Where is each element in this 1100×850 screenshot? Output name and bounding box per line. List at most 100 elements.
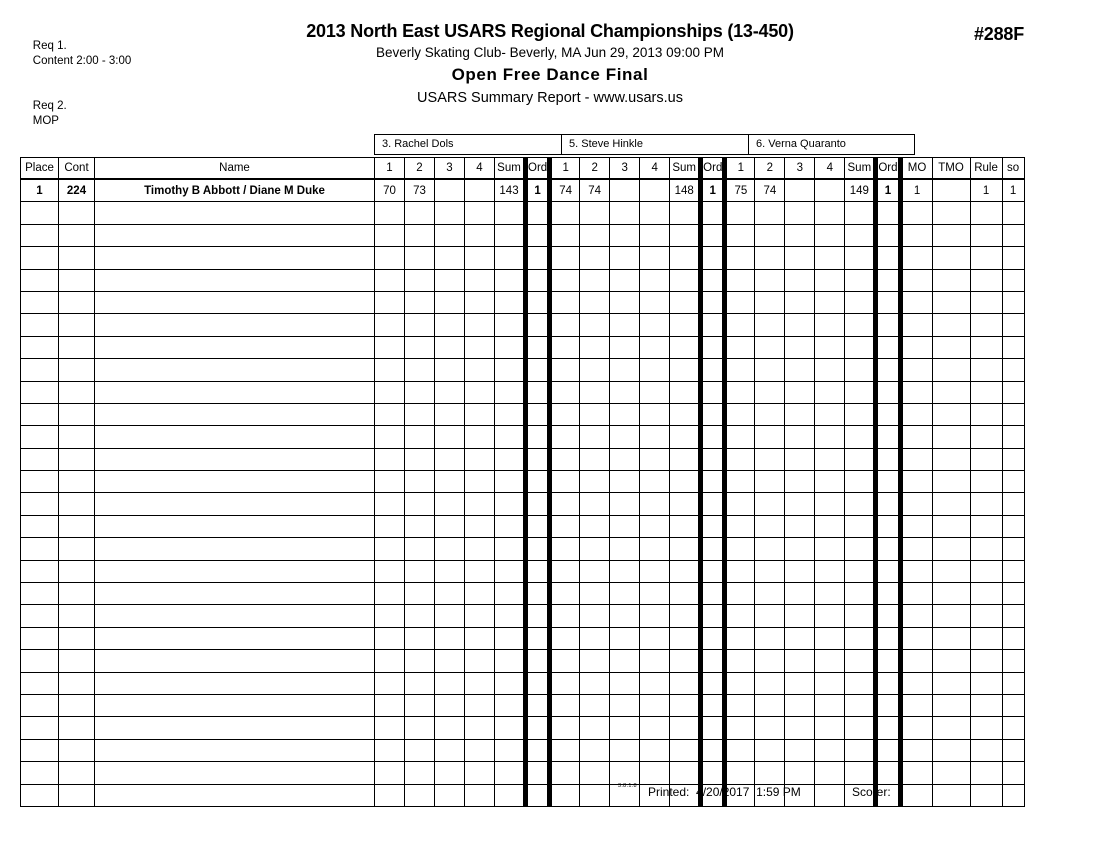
cell-j3-s4 bbox=[814, 178, 846, 203]
cell-j3-ord bbox=[873, 537, 903, 561]
cell-rule bbox=[969, 559, 1003, 584]
table-row[interactable] bbox=[20, 470, 1025, 494]
cell-j1-s3 bbox=[434, 223, 465, 248]
cell-j3-ord bbox=[873, 671, 903, 695]
cell-j1-s3 bbox=[434, 716, 465, 740]
cell-j1-s3 bbox=[434, 313, 465, 337]
cell-name bbox=[94, 537, 375, 561]
col-header-name: Name bbox=[94, 157, 375, 180]
cell-j3-sum bbox=[844, 559, 877, 584]
table-row[interactable] bbox=[20, 514, 1025, 539]
cell-j2-sum bbox=[669, 649, 702, 673]
cell-so bbox=[1001, 201, 1025, 225]
table-row[interactable] bbox=[20, 402, 1025, 427]
cell-j2-s3 bbox=[609, 380, 641, 404]
cell-j3-s3 bbox=[784, 671, 816, 695]
table-row[interactable] bbox=[20, 380, 1025, 404]
cell-rule bbox=[969, 447, 1003, 472]
table-row[interactable] bbox=[20, 268, 1025, 292]
table-row[interactable] bbox=[20, 425, 1025, 449]
cell-j3-s1 bbox=[722, 514, 756, 539]
cell-j3-s3 bbox=[784, 693, 816, 718]
table-row[interactable] bbox=[20, 671, 1025, 695]
cell-j2-s1 bbox=[547, 604, 581, 628]
cell-j1-s4 bbox=[464, 537, 495, 561]
table-row[interactable] bbox=[20, 246, 1025, 270]
judge-header-3: 6. Verna Quaranto bbox=[748, 134, 915, 155]
cell-j2-s4 bbox=[639, 582, 671, 606]
cell-j3-s1 bbox=[722, 268, 756, 292]
table-row[interactable] bbox=[20, 761, 1025, 785]
table-row[interactable] bbox=[20, 559, 1025, 584]
cell-j1-ord bbox=[522, 313, 553, 337]
cell-j3-sum bbox=[844, 290, 877, 315]
cell-j1-s2: 73 bbox=[404, 178, 435, 203]
cell-j1-ord bbox=[522, 582, 553, 606]
cell-tmo bbox=[931, 626, 971, 651]
table-row[interactable] bbox=[20, 201, 1025, 225]
table-row[interactable] bbox=[20, 783, 1025, 807]
table-row[interactable] bbox=[20, 447, 1025, 472]
cell-tmo bbox=[931, 268, 971, 292]
cell-j2-s2 bbox=[579, 582, 611, 606]
cell-j2-ord bbox=[698, 604, 728, 628]
cell-j2-s3 bbox=[609, 313, 641, 337]
cell-j1-sum bbox=[494, 246, 526, 270]
cell-tmo bbox=[931, 201, 971, 225]
cell-place bbox=[20, 582, 59, 606]
cell-j1-s4 bbox=[464, 514, 495, 539]
cell-j2-s4 bbox=[639, 358, 671, 382]
table-row[interactable] bbox=[20, 649, 1025, 673]
cell-j1-s2 bbox=[404, 402, 435, 427]
col-header-j1-s2: 2 bbox=[404, 157, 435, 180]
table-row[interactable] bbox=[20, 313, 1025, 337]
cell-j1-ord bbox=[522, 380, 553, 404]
table-row[interactable] bbox=[20, 537, 1025, 561]
table-row[interactable] bbox=[20, 626, 1025, 651]
cell-j3-sum bbox=[844, 380, 877, 404]
cell-j3-s4 bbox=[814, 313, 846, 337]
cell-name bbox=[94, 559, 375, 584]
cell-j1-s2 bbox=[404, 761, 435, 785]
cell-j3-s4 bbox=[814, 402, 846, 427]
cell-j2-ord bbox=[698, 559, 728, 584]
cell-name bbox=[94, 425, 375, 449]
table-row[interactable] bbox=[20, 335, 1025, 360]
cell-j1-s1 bbox=[374, 582, 405, 606]
cell-j2-s2 bbox=[579, 693, 611, 718]
table-row[interactable] bbox=[20, 693, 1025, 718]
table-row[interactable] bbox=[20, 738, 1025, 763]
cell-j3-s2 bbox=[754, 402, 786, 427]
cell-j1-s2 bbox=[404, 514, 435, 539]
cell-j1-s2 bbox=[404, 626, 435, 651]
cell-cont: 224 bbox=[58, 178, 95, 203]
table-row[interactable] bbox=[20, 716, 1025, 740]
table-row[interactable] bbox=[20, 604, 1025, 628]
table-row[interactable] bbox=[20, 358, 1025, 382]
col-header-j3-s1: 1 bbox=[722, 157, 756, 180]
cell-place bbox=[20, 246, 59, 270]
cell-j3-s3 bbox=[784, 425, 816, 449]
table-row[interactable] bbox=[20, 290, 1025, 315]
cell-j2-s1 bbox=[547, 738, 581, 763]
cell-j1-ord bbox=[522, 559, 553, 584]
table-row[interactable]: 1 224 Timothy B Abbott / Diane M Duke 70… bbox=[20, 178, 1025, 203]
cell-j2-sum bbox=[669, 716, 702, 740]
cell-j2-s4 bbox=[639, 402, 671, 427]
cell-j2-s1 bbox=[547, 559, 581, 584]
table-row[interactable] bbox=[20, 223, 1025, 248]
cell-j3-ord: 1 bbox=[873, 178, 903, 203]
cell-name bbox=[94, 246, 375, 270]
cell-j3-ord bbox=[873, 649, 903, 673]
cell-place bbox=[20, 358, 59, 382]
table-row[interactable] bbox=[20, 492, 1025, 516]
cell-tmo bbox=[931, 492, 971, 516]
table-row[interactable] bbox=[20, 582, 1025, 606]
col-header-rule: Rule bbox=[969, 157, 1003, 180]
cell-j3-ord bbox=[873, 693, 903, 718]
cell-j2-s2 bbox=[579, 649, 611, 673]
cell-j2-s1 bbox=[547, 246, 581, 270]
col-header-place: Place bbox=[20, 157, 59, 180]
cell-j3-ord bbox=[873, 380, 903, 404]
cell-j3-s1 bbox=[722, 246, 756, 270]
